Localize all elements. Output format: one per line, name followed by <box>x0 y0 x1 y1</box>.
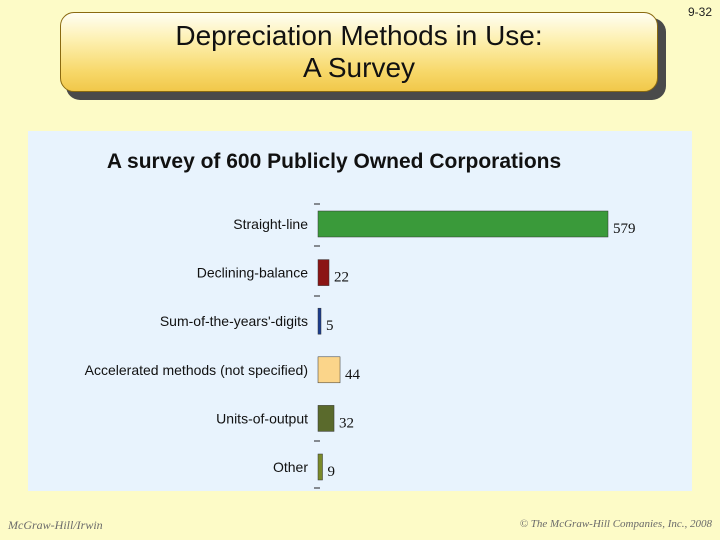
footer-publisher: McGraw-Hill/Irwin <box>8 518 103 532</box>
value-label: 44 <box>345 367 361 383</box>
slide-title-line-1: Depreciation Methods in Use: <box>175 20 543 51</box>
value-label: 9 <box>328 464 336 480</box>
slide-title: Depreciation Methods in Use: A Survey <box>60 20 658 84</box>
slide-title-line-2: A Survey <box>302 52 416 83</box>
value-label: 32 <box>339 415 354 431</box>
category-label: Units-of-output <box>216 410 308 426</box>
category-label: Declining-balance <box>197 265 309 281</box>
title-box <box>60 12 658 92</box>
category-label: Sum-of-the-years'-digits <box>160 313 308 329</box>
value-label: 22 <box>334 270 349 286</box>
category-label: Straight-line <box>233 216 308 232</box>
bar <box>317 405 335 432</box>
bar <box>317 210 609 238</box>
chart-title: A survey of 600 Publicly Owned Corporati… <box>106 150 562 173</box>
bar <box>317 453 323 481</box>
footer-copyright: © The McGraw-Hill Companies, Inc., 2008 <box>519 518 712 530</box>
bar <box>317 259 330 286</box>
category-label: Other <box>273 459 308 475</box>
bar <box>317 307 322 335</box>
slide-number: 9-32 <box>687 5 712 19</box>
value-label: 5 <box>326 318 334 334</box>
bar <box>317 356 341 384</box>
category-label: Accelerated methods (not specified) <box>85 362 308 378</box>
chart-panel <box>28 131 692 491</box>
value-label: 579 <box>613 221 636 237</box>
